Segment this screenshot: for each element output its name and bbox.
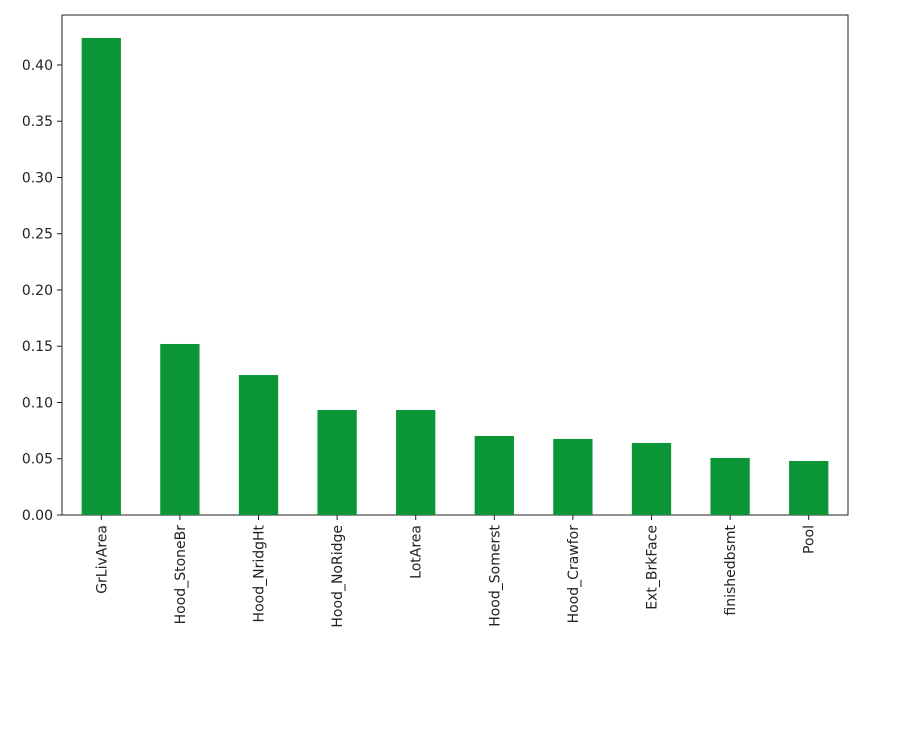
bar: [317, 410, 357, 515]
x-tick-label: finishedbsmt: [723, 524, 739, 615]
x-tick-label: Hood_Crawfor: [566, 525, 582, 624]
y-tick-label: 0.35: [22, 114, 53, 130]
bar: [474, 436, 514, 515]
y-tick-label: 0.15: [22, 339, 53, 355]
x-tick-label: GrLivArea: [94, 525, 110, 594]
x-tick-label: Pool: [802, 525, 818, 554]
x-tick-label: Hood_Somerst: [487, 524, 503, 626]
y-tick-label: 0.05: [22, 452, 53, 468]
x-tick-label: Ext_BrkFace: [645, 525, 661, 610]
x-tick-label: Hood_NridgHt: [252, 524, 268, 622]
y-tick-label: 0.00: [22, 508, 53, 524]
bar: [789, 460, 829, 515]
y-tick-label: 0.20: [22, 283, 53, 299]
x-tick-label: LotArea: [409, 525, 425, 579]
bar: [160, 343, 200, 515]
bar: [710, 457, 750, 515]
bar: [631, 442, 672, 515]
x-tick-label: Hood_NoRidge: [330, 525, 346, 628]
plot-frame: [61, 14, 849, 516]
bar: [238, 375, 279, 515]
x-tick-label: Hood_StoneBr: [173, 525, 189, 625]
y-tick-label: 0.30: [22, 170, 53, 186]
y-tick-label: 0.25: [22, 227, 53, 243]
y-tick-label: 0.10: [22, 395, 53, 411]
bar: [396, 410, 436, 515]
y-tick-label: 0.40: [22, 58, 53, 74]
bar: [553, 438, 593, 515]
bar: [81, 37, 121, 515]
